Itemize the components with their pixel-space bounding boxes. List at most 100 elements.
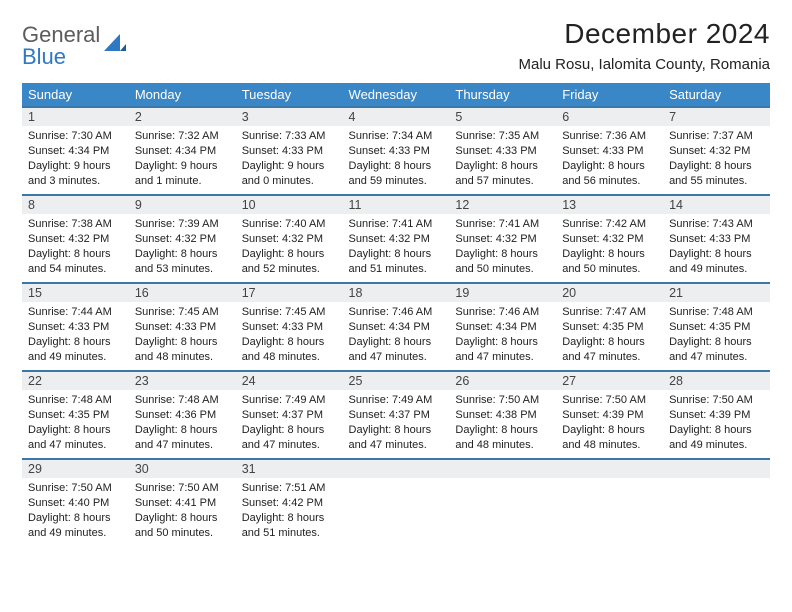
day-details: Sunrise: 7:32 AMSunset: 4:34 PMDaylight:… <box>129 126 236 192</box>
day-details: Sunrise: 7:48 AMSunset: 4:35 PMDaylight:… <box>22 390 129 456</box>
calendar-cell: 26Sunrise: 7:50 AMSunset: 4:38 PMDayligh… <box>449 371 556 459</box>
day-details: Sunrise: 7:46 AMSunset: 4:34 PMDaylight:… <box>343 302 450 368</box>
day-details: Sunrise: 7:48 AMSunset: 4:35 PMDaylight:… <box>663 302 770 368</box>
day-details: Sunrise: 7:51 AMSunset: 4:42 PMDaylight:… <box>236 478 343 544</box>
day-number: 24 <box>236 372 343 390</box>
weekday-header: Saturday <box>663 83 770 107</box>
day-number: 26 <box>449 372 556 390</box>
day-details: Sunrise: 7:33 AMSunset: 4:33 PMDaylight:… <box>236 126 343 192</box>
calendar-cell: 13Sunrise: 7:42 AMSunset: 4:32 PMDayligh… <box>556 195 663 283</box>
brand-text-1: General <box>22 24 100 46</box>
day-details: Sunrise: 7:50 AMSunset: 4:39 PMDaylight:… <box>663 390 770 456</box>
day-number: 30 <box>129 460 236 478</box>
calendar-cell: 24Sunrise: 7:49 AMSunset: 4:37 PMDayligh… <box>236 371 343 459</box>
calendar-cell: 18Sunrise: 7:46 AMSunset: 4:34 PMDayligh… <box>343 283 450 371</box>
day-number: 2 <box>129 108 236 126</box>
calendar-cell: 20Sunrise: 7:47 AMSunset: 4:35 PMDayligh… <box>556 283 663 371</box>
weekday-header: Sunday <box>22 83 129 107</box>
day-details: Sunrise: 7:41 AMSunset: 4:32 PMDaylight:… <box>449 214 556 280</box>
day-details: Sunrise: 7:42 AMSunset: 4:32 PMDaylight:… <box>556 214 663 280</box>
day-number: 10 <box>236 196 343 214</box>
brand-text-2: Blue <box>22 44 66 69</box>
day-number: 28 <box>663 372 770 390</box>
day-details: Sunrise: 7:41 AMSunset: 4:32 PMDaylight:… <box>343 214 450 280</box>
day-details: Sunrise: 7:45 AMSunset: 4:33 PMDaylight:… <box>129 302 236 368</box>
calendar-cell <box>343 459 450 547</box>
calendar-cell: 29Sunrise: 7:50 AMSunset: 4:40 PMDayligh… <box>22 459 129 547</box>
calendar-cell: 10Sunrise: 7:40 AMSunset: 4:32 PMDayligh… <box>236 195 343 283</box>
day-details: Sunrise: 7:49 AMSunset: 4:37 PMDaylight:… <box>343 390 450 456</box>
calendar-cell: 25Sunrise: 7:49 AMSunset: 4:37 PMDayligh… <box>343 371 450 459</box>
day-number: 23 <box>129 372 236 390</box>
day-number: 11 <box>343 196 450 214</box>
calendar-cell: 8Sunrise: 7:38 AMSunset: 4:32 PMDaylight… <box>22 195 129 283</box>
calendar-cell: 4Sunrise: 7:34 AMSunset: 4:33 PMDaylight… <box>343 107 450 195</box>
calendar-cell: 19Sunrise: 7:46 AMSunset: 4:34 PMDayligh… <box>449 283 556 371</box>
month-title: December 2024 <box>519 18 771 50</box>
day-number: 13 <box>556 196 663 214</box>
calendar-cell: 14Sunrise: 7:43 AMSunset: 4:33 PMDayligh… <box>663 195 770 283</box>
day-number: 14 <box>663 196 770 214</box>
weekday-header: Tuesday <box>236 83 343 107</box>
weekday-header: Thursday <box>449 83 556 107</box>
day-details: Sunrise: 7:46 AMSunset: 4:34 PMDaylight:… <box>449 302 556 368</box>
weekday-header: Monday <box>129 83 236 107</box>
weekday-header: Friday <box>556 83 663 107</box>
day-number: 9 <box>129 196 236 214</box>
calendar-cell: 11Sunrise: 7:41 AMSunset: 4:32 PMDayligh… <box>343 195 450 283</box>
day-details: Sunrise: 7:30 AMSunset: 4:34 PMDaylight:… <box>22 126 129 192</box>
day-details: Sunrise: 7:36 AMSunset: 4:33 PMDaylight:… <box>556 126 663 192</box>
day-details: Sunrise: 7:50 AMSunset: 4:40 PMDaylight:… <box>22 478 129 544</box>
day-details: Sunrise: 7:48 AMSunset: 4:36 PMDaylight:… <box>129 390 236 456</box>
day-details: Sunrise: 7:34 AMSunset: 4:33 PMDaylight:… <box>343 126 450 192</box>
day-details: Sunrise: 7:50 AMSunset: 4:41 PMDaylight:… <box>129 478 236 544</box>
day-number: 19 <box>449 284 556 302</box>
calendar-cell: 2Sunrise: 7:32 AMSunset: 4:34 PMDaylight… <box>129 107 236 195</box>
day-number: 8 <box>22 196 129 214</box>
calendar-cell: 31Sunrise: 7:51 AMSunset: 4:42 PMDayligh… <box>236 459 343 547</box>
day-details: Sunrise: 7:37 AMSunset: 4:32 PMDaylight:… <box>663 126 770 192</box>
day-number: 5 <box>449 108 556 126</box>
calendar-cell <box>449 459 556 547</box>
day-details: Sunrise: 7:47 AMSunset: 4:35 PMDaylight:… <box>556 302 663 368</box>
calendar-cell: 22Sunrise: 7:48 AMSunset: 4:35 PMDayligh… <box>22 371 129 459</box>
day-number: 1 <box>22 108 129 126</box>
calendar-cell <box>663 459 770 547</box>
calendar-cell: 7Sunrise: 7:37 AMSunset: 4:32 PMDaylight… <box>663 107 770 195</box>
calendar-cell: 30Sunrise: 7:50 AMSunset: 4:41 PMDayligh… <box>129 459 236 547</box>
calendar-cell: 6Sunrise: 7:36 AMSunset: 4:33 PMDaylight… <box>556 107 663 195</box>
calendar-cell: 1Sunrise: 7:30 AMSunset: 4:34 PMDaylight… <box>22 107 129 195</box>
day-number: 18 <box>343 284 450 302</box>
day-number: 15 <box>22 284 129 302</box>
day-details: Sunrise: 7:44 AMSunset: 4:33 PMDaylight:… <box>22 302 129 368</box>
location-text: Malu Rosu, Ialomita County, Romania <box>519 56 771 73</box>
calendar-cell: 23Sunrise: 7:48 AMSunset: 4:36 PMDayligh… <box>129 371 236 459</box>
day-number: 21 <box>663 284 770 302</box>
calendar-cell: 5Sunrise: 7:35 AMSunset: 4:33 PMDaylight… <box>449 107 556 195</box>
day-details: Sunrise: 7:43 AMSunset: 4:33 PMDaylight:… <box>663 214 770 280</box>
day-number: 25 <box>343 372 450 390</box>
day-number: 17 <box>236 284 343 302</box>
calendar-cell: 3Sunrise: 7:33 AMSunset: 4:33 PMDaylight… <box>236 107 343 195</box>
day-details: Sunrise: 7:49 AMSunset: 4:37 PMDaylight:… <box>236 390 343 456</box>
day-details: Sunrise: 7:35 AMSunset: 4:33 PMDaylight:… <box>449 126 556 192</box>
day-number: 20 <box>556 284 663 302</box>
day-number: 4 <box>343 108 450 126</box>
calendar-table: SundayMondayTuesdayWednesdayThursdayFrid… <box>22 83 770 547</box>
day-number: 7 <box>663 108 770 126</box>
calendar-cell: 16Sunrise: 7:45 AMSunset: 4:33 PMDayligh… <box>129 283 236 371</box>
calendar-cell: 15Sunrise: 7:44 AMSunset: 4:33 PMDayligh… <box>22 283 129 371</box>
day-details: Sunrise: 7:40 AMSunset: 4:32 PMDaylight:… <box>236 214 343 280</box>
day-details: Sunrise: 7:39 AMSunset: 4:32 PMDaylight:… <box>129 214 236 280</box>
day-details: Sunrise: 7:50 AMSunset: 4:38 PMDaylight:… <box>449 390 556 456</box>
day-number: 6 <box>556 108 663 126</box>
day-number: 22 <box>22 372 129 390</box>
day-number: 16 <box>129 284 236 302</box>
day-number: 31 <box>236 460 343 478</box>
calendar-cell <box>556 459 663 547</box>
day-details: Sunrise: 7:50 AMSunset: 4:39 PMDaylight:… <box>556 390 663 456</box>
calendar-cell: 28Sunrise: 7:50 AMSunset: 4:39 PMDayligh… <box>663 371 770 459</box>
brand-logo: General Blue <box>22 18 126 68</box>
calendar-cell: 9Sunrise: 7:39 AMSunset: 4:32 PMDaylight… <box>129 195 236 283</box>
day-number: 3 <box>236 108 343 126</box>
